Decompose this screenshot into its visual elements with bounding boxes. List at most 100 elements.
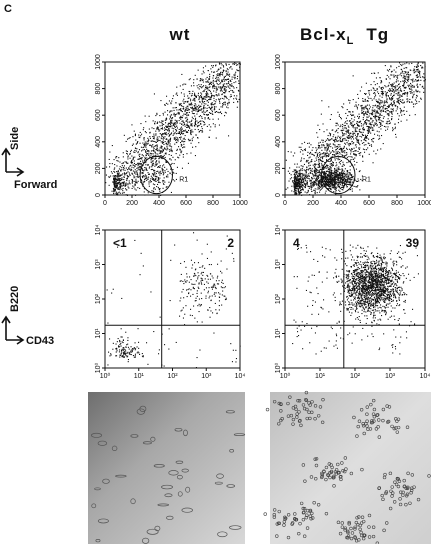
x-tick-label: 400 xyxy=(335,200,347,207)
dot xyxy=(403,73,405,75)
dot xyxy=(342,174,344,176)
dot xyxy=(144,176,146,178)
dot xyxy=(412,70,414,72)
dot xyxy=(349,173,351,175)
dot xyxy=(334,188,336,190)
dot xyxy=(147,150,149,152)
dot xyxy=(237,70,239,72)
dot xyxy=(214,86,216,88)
dot xyxy=(157,153,159,155)
dot xyxy=(372,294,374,296)
dot xyxy=(162,133,164,135)
dot xyxy=(335,153,337,155)
dot xyxy=(119,187,121,189)
dot xyxy=(334,131,336,133)
dot xyxy=(344,183,346,185)
dot xyxy=(143,137,145,139)
dot xyxy=(399,94,401,96)
dot xyxy=(312,164,314,166)
dot xyxy=(298,176,300,178)
dot xyxy=(328,140,330,142)
dot xyxy=(404,78,406,80)
dot xyxy=(382,106,384,108)
dot xyxy=(398,86,400,88)
dot xyxy=(218,309,220,311)
dot xyxy=(373,81,375,83)
dot xyxy=(198,298,200,300)
dot xyxy=(299,191,301,193)
dot xyxy=(193,79,195,81)
dot xyxy=(124,173,126,175)
dot xyxy=(166,147,168,149)
dot xyxy=(180,130,182,132)
dot xyxy=(376,116,378,118)
dot xyxy=(186,276,188,278)
dot xyxy=(174,159,176,161)
dot xyxy=(340,117,342,119)
dot xyxy=(191,112,193,114)
dot xyxy=(231,68,233,70)
dot xyxy=(144,146,146,148)
dot xyxy=(197,69,199,71)
dot xyxy=(305,185,307,187)
dot xyxy=(157,127,159,129)
dot xyxy=(201,73,203,75)
y-tick-label: 10⁰ xyxy=(94,363,102,374)
dot xyxy=(159,177,161,179)
dot xyxy=(410,82,412,84)
dot xyxy=(119,339,121,341)
dot xyxy=(394,272,396,274)
dot xyxy=(112,175,114,177)
dot xyxy=(207,101,209,103)
dot xyxy=(375,120,377,122)
dot xyxy=(130,151,132,153)
dot xyxy=(162,165,164,167)
dot xyxy=(169,172,171,174)
dot xyxy=(170,149,172,151)
dot xyxy=(220,87,222,89)
dot xyxy=(321,171,323,173)
dot xyxy=(195,110,197,112)
dot xyxy=(367,130,369,132)
dot xyxy=(400,88,402,90)
dot xyxy=(423,87,425,89)
dot xyxy=(187,107,189,109)
dot xyxy=(123,351,125,353)
dot xyxy=(402,93,404,95)
dot xyxy=(186,296,188,298)
dot xyxy=(148,151,150,153)
dot xyxy=(326,155,328,157)
dot xyxy=(156,138,158,140)
dot xyxy=(309,194,311,196)
dot xyxy=(401,70,403,72)
dot xyxy=(121,177,123,179)
dot xyxy=(125,150,127,152)
dot xyxy=(294,190,296,192)
dot xyxy=(329,183,331,185)
dot xyxy=(294,182,296,184)
dot xyxy=(239,66,241,68)
dot xyxy=(126,162,128,164)
dot xyxy=(196,126,198,128)
dot xyxy=(389,122,391,124)
dot xyxy=(235,361,237,363)
dot xyxy=(142,355,144,357)
dot xyxy=(143,143,145,145)
dot xyxy=(130,161,132,163)
dot xyxy=(126,356,128,358)
dot xyxy=(335,175,337,177)
dot xyxy=(210,251,212,253)
dot xyxy=(215,101,217,103)
dot xyxy=(158,149,160,151)
dot xyxy=(321,187,323,189)
dot xyxy=(339,151,341,153)
dot xyxy=(170,191,172,193)
dot xyxy=(319,145,321,147)
dot xyxy=(343,129,345,131)
dot xyxy=(341,125,343,127)
dot xyxy=(311,172,313,174)
dot xyxy=(301,181,303,183)
dot xyxy=(181,126,183,128)
dot xyxy=(380,124,382,126)
dot xyxy=(138,149,140,151)
